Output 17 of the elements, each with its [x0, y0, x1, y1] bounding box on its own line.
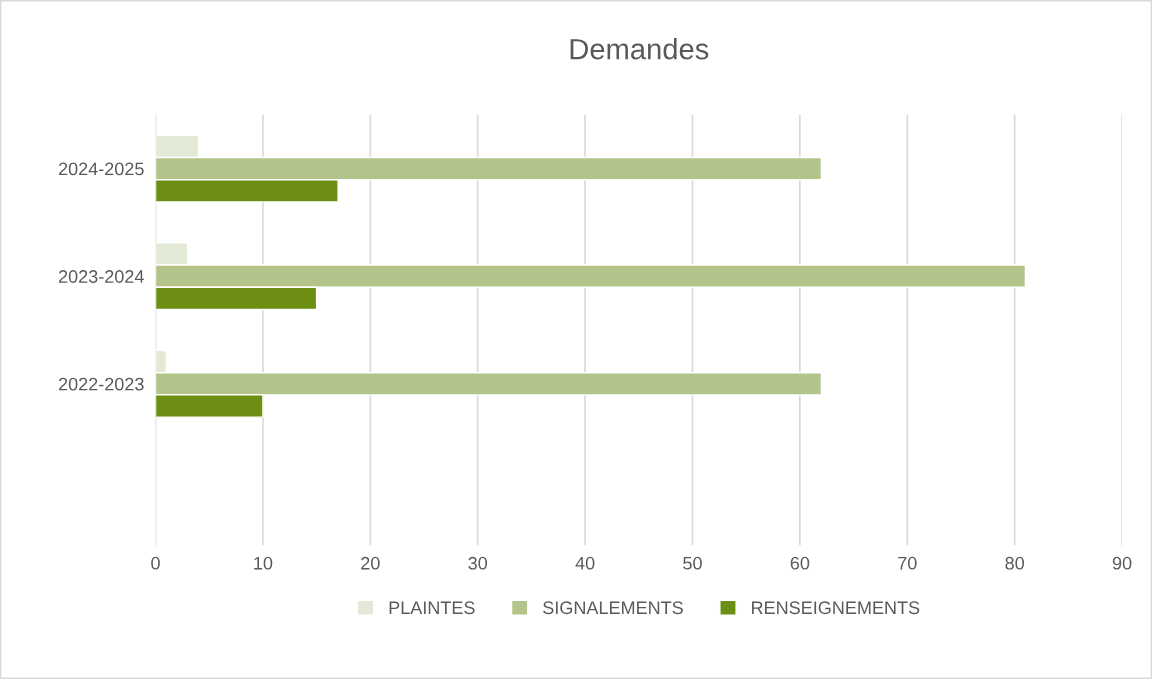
x-tick-label: 0 — [151, 556, 160, 570]
x-tick-label: 30 — [468, 556, 488, 570]
x-tick-label: 50 — [683, 556, 702, 570]
y-tick-label: 2022-2023 — [58, 377, 144, 391]
x-tick-label: 20 — [361, 556, 380, 570]
y-tick-label: 2024-2025 — [58, 162, 144, 176]
x-tick-label: 60 — [790, 556, 810, 570]
x-tick-label: 70 — [898, 556, 917, 570]
x-tick-label: 10 — [254, 556, 273, 570]
legend-label: SIGNALEMENTS — [543, 601, 683, 615]
x-tick-label: 90 — [1112, 556, 1132, 570]
chart-title: Demandes — [570, 38, 709, 60]
legend-label: RENSEIGNEMENTS — [752, 601, 920, 615]
legend-label: PLAINTES — [389, 601, 475, 615]
x-tick-label: 80 — [1005, 556, 1024, 570]
y-tick-label: 2023-2024 — [58, 270, 144, 283]
x-tick-label: 40 — [575, 556, 595, 570]
